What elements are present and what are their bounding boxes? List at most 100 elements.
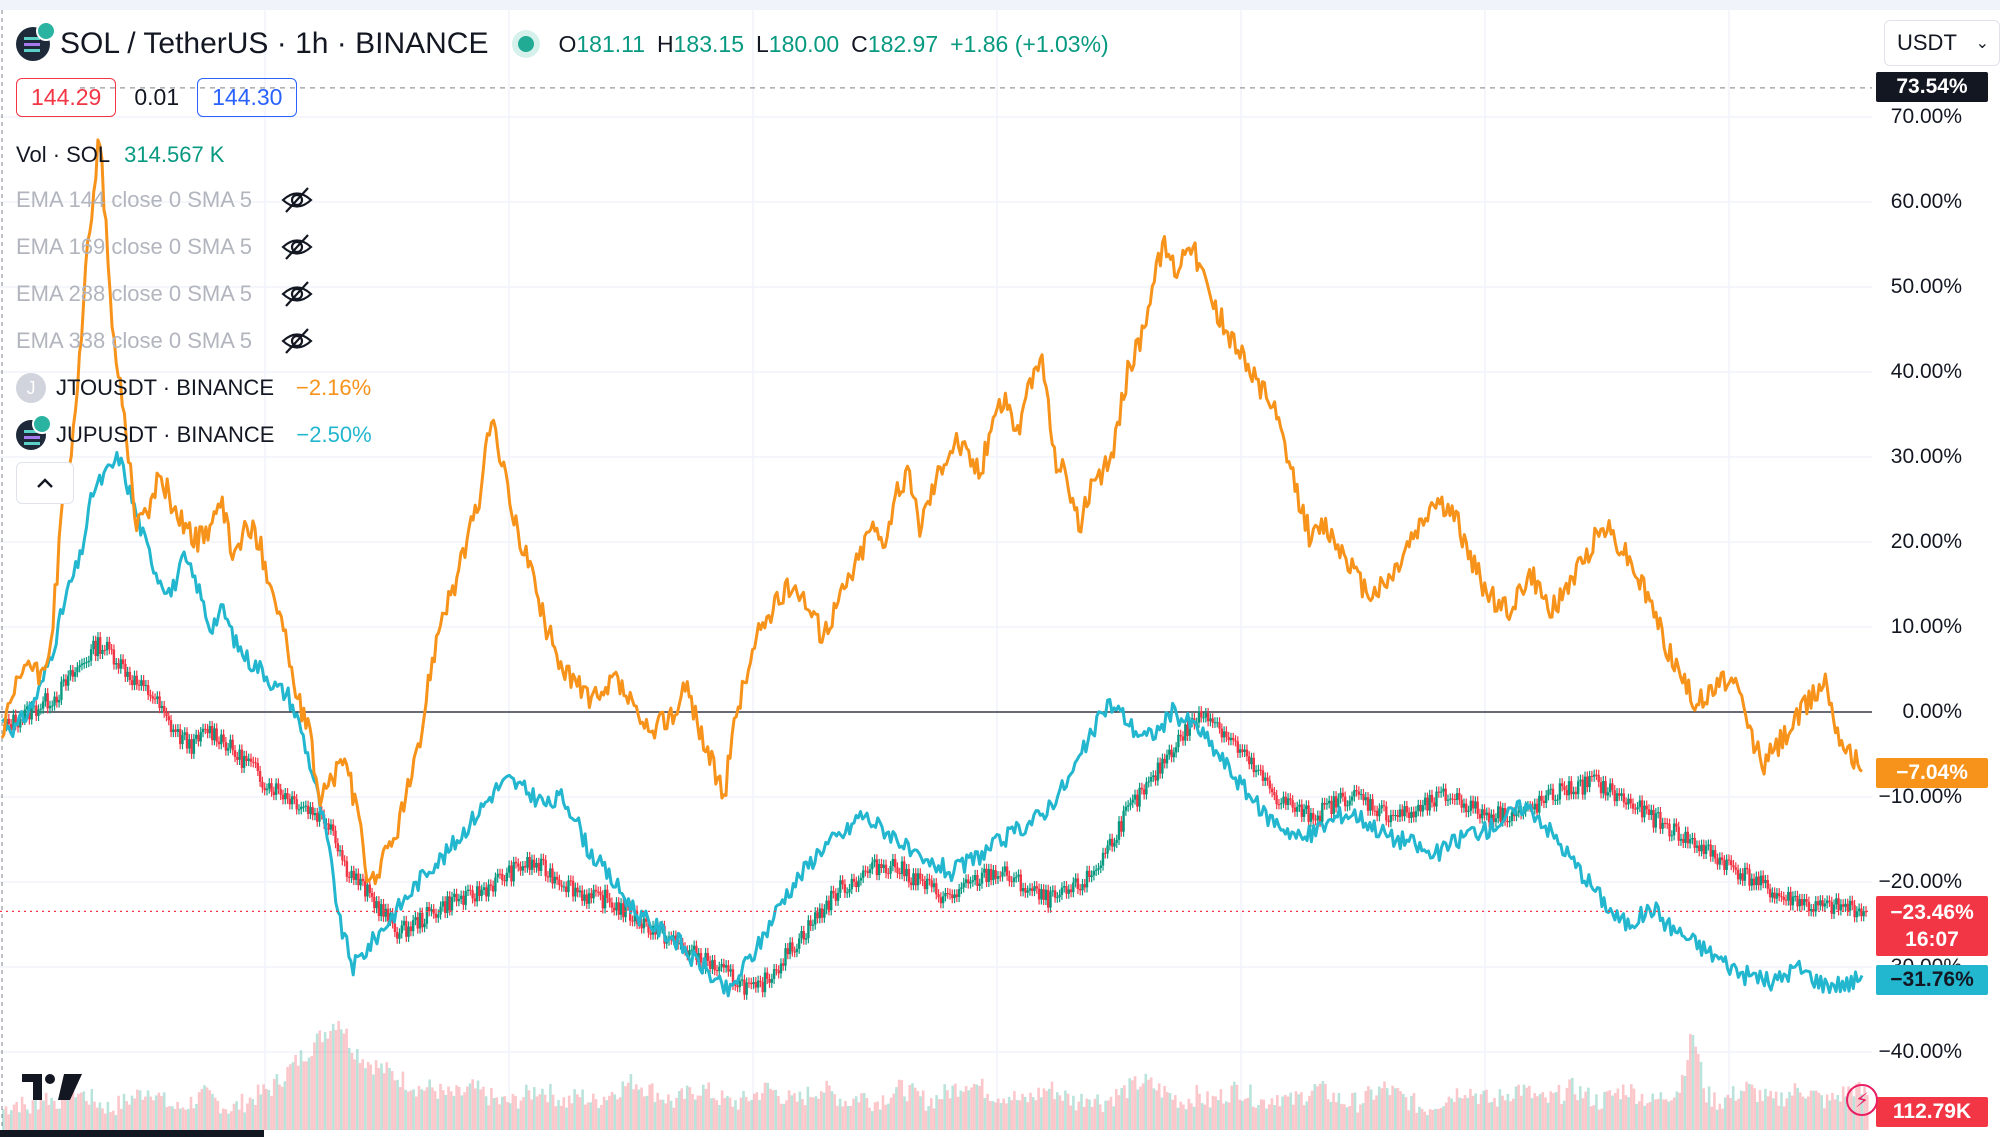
symbol-title[interactable]: SOL / TetherUS · 1h · BINANCE xyxy=(60,27,489,60)
volume-bar xyxy=(1831,1092,1834,1130)
hidden-eye-icon[interactable] xyxy=(280,185,314,215)
sol-candle-body xyxy=(1047,889,1050,908)
bottom-scroll-bar[interactable] xyxy=(0,1130,264,1137)
sol-candle-body xyxy=(119,659,122,669)
volume-bar xyxy=(221,1108,225,1130)
sol-candle-body xyxy=(464,891,467,905)
sol-candle-body xyxy=(1586,776,1589,788)
sol-candle-body xyxy=(1533,803,1536,810)
hidden-eye-icon[interactable] xyxy=(280,279,314,309)
volume-bar xyxy=(1147,1079,1150,1130)
sol-candle-body xyxy=(256,763,259,771)
sol-candle-body xyxy=(428,907,431,912)
sol-candle-body xyxy=(1385,806,1388,821)
volume-bar xyxy=(1748,1083,1751,1130)
volume-bar xyxy=(1823,1108,1826,1130)
chart-legend: SOL / TetherUS · 1h · BINANCE O181.11 H1… xyxy=(0,0,1870,504)
sol-candle-body xyxy=(1743,867,1747,881)
volume-bar xyxy=(1753,1088,1756,1130)
sol-candle-body xyxy=(453,893,456,897)
volume-bar xyxy=(924,1110,928,1130)
sol-candle-body xyxy=(519,866,522,871)
volume-bar xyxy=(803,1105,807,1130)
sol-candle-body xyxy=(1044,889,1048,900)
volume-bar xyxy=(1444,1102,1448,1130)
volume-bar xyxy=(715,1100,718,1130)
comparison-row-jto[interactable]: J JTOUSDT · BINANCE −2.16% xyxy=(16,368,371,408)
collapse-legend-button[interactable] xyxy=(16,462,74,504)
indicator-row-ema-169[interactable]: EMA 169 close 0 SMA 5 xyxy=(16,227,314,267)
volume-bar xyxy=(635,1084,638,1130)
volume-bar xyxy=(500,1096,504,1130)
sol-candle-body xyxy=(1282,796,1285,804)
sol-candle-body xyxy=(1158,762,1162,774)
sol-candle-body xyxy=(215,728,218,742)
indicator-row-ema-338[interactable]: EMA 338 close 0 SMA 5 xyxy=(16,321,314,361)
sol-candle-body xyxy=(932,883,936,888)
sol-candle-body xyxy=(852,878,856,882)
volume-bar xyxy=(1509,1101,1512,1130)
sol-last-tag: −23.46% 16:07 xyxy=(1876,896,1988,956)
sol-candle-body xyxy=(471,890,474,899)
sol-candle-body xyxy=(503,880,506,882)
volume-bar xyxy=(1284,1094,1287,1130)
volume-bar xyxy=(656,1092,659,1130)
sol-candle-body xyxy=(1376,810,1379,817)
volume-bar xyxy=(401,1071,405,1130)
volume-bar xyxy=(511,1094,515,1130)
volume-bar xyxy=(739,1097,743,1130)
lightning-icon[interactable]: ⚡ xyxy=(1846,1084,1878,1116)
sol-candle-body xyxy=(1165,754,1169,764)
volume-bar xyxy=(1064,1090,1067,1130)
sol-candle-body xyxy=(919,873,922,880)
sol-candle-body xyxy=(87,660,90,663)
buy-price-button[interactable]: 144.30 xyxy=(197,77,298,117)
sol-candle-body xyxy=(1197,711,1201,723)
volume-bar xyxy=(1133,1076,1137,1130)
hidden-eye-icon[interactable] xyxy=(280,232,314,262)
volume-bar xyxy=(1179,1101,1182,1130)
sol-candle-body xyxy=(1417,804,1420,812)
sol-candle-body xyxy=(1741,873,1744,881)
volume-bar xyxy=(1828,1100,1832,1130)
sell-price-button[interactable]: 144.29 xyxy=(16,77,117,117)
sol-candle-body xyxy=(336,843,339,852)
sol-candle-body xyxy=(1380,805,1383,809)
sol-candle-body xyxy=(731,969,735,985)
sol-candle-body xyxy=(967,879,970,884)
sol-candle-body xyxy=(992,870,995,881)
sol-candle-body xyxy=(631,920,634,922)
sol-candle-body xyxy=(48,705,52,709)
volume-bar xyxy=(441,1090,445,1130)
sol-candle-body xyxy=(955,894,958,897)
volume-bar xyxy=(208,1090,212,1130)
tradingview-logo[interactable] xyxy=(20,1070,84,1104)
volume-bar xyxy=(1463,1095,1467,1130)
volume-bar xyxy=(1643,1105,1646,1130)
comparison-row-jup[interactable]: JUPUSDT · BINANCE −2.50% xyxy=(16,414,372,455)
volume-bar xyxy=(567,1095,571,1130)
sol-candle-body xyxy=(1170,749,1173,758)
sol-candle-body xyxy=(1296,806,1299,812)
indicator-row-ema-288[interactable]: EMA 288 close 0 SMA 5 xyxy=(16,274,314,314)
volume-bar xyxy=(474,1088,477,1130)
sol-candle-body xyxy=(1090,875,1093,878)
sol-candle-body xyxy=(1695,845,1699,848)
sol-candle-body xyxy=(327,823,330,830)
volume-bar xyxy=(326,1038,330,1130)
sol-candle-body xyxy=(857,880,860,887)
indicator-row-ema-144[interactable]: EMA 144 close 0 SMA 5 xyxy=(16,180,314,220)
sol-candle-body xyxy=(261,781,264,788)
sol-candle-body xyxy=(1005,866,1009,876)
sol-candle-body xyxy=(30,706,33,720)
volume-bar xyxy=(423,1090,426,1130)
sol-candle-body xyxy=(489,884,492,886)
sol-candle-body xyxy=(1677,826,1680,841)
volume-legend-row[interactable]: Vol · SOL 314.567 K xyxy=(16,138,224,172)
currency-select[interactable]: USDT ⌄ xyxy=(1884,20,2000,66)
hidden-eye-icon[interactable] xyxy=(280,326,314,356)
y-tick-label: 20.00% xyxy=(1890,530,1962,553)
volume-bar xyxy=(1833,1099,1837,1130)
sol-candle-body xyxy=(1369,799,1372,811)
sol-candle-body xyxy=(1563,786,1566,790)
